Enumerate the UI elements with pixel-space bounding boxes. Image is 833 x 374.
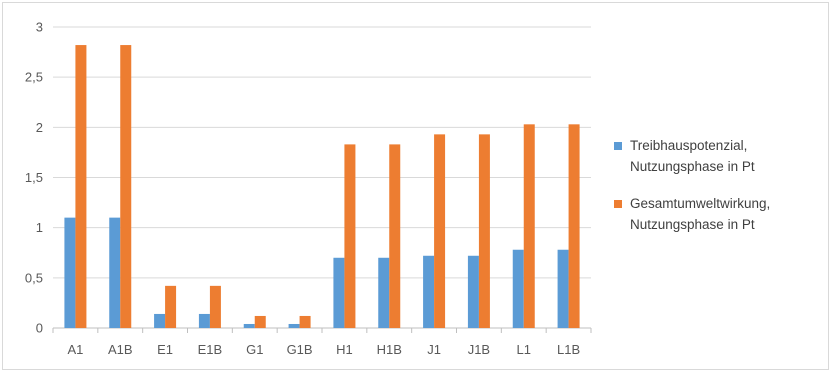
bar-treibhauspotenzial-j1b [467,255,479,328]
bar-treibhauspotenzial-g1b [288,323,300,328]
bar-treibhauspotenzial-l1b [557,249,569,328]
bar-treibhauspotenzial-h1b [378,257,390,328]
bar-gesamtumweltwirkung-j1 [434,134,446,328]
x-tick-label: L1 [517,342,531,357]
bar-gesamtumweltwirkung-e1b [209,285,221,328]
bar-treibhauspotenzial-l1 [512,249,524,328]
bar-gesamtumweltwirkung-e1 [165,285,177,328]
bar-treibhauspotenzial-a1b [109,217,121,328]
legend-label-treibhauspotenzial: Treibhauspotenzial, [630,138,747,153]
x-tick-label: G1B [287,342,313,357]
bar-treibhauspotenzial-g1 [243,323,255,328]
x-tick-label: L1B [557,342,580,357]
x-tick-label: E1B [198,342,223,357]
x-tick-label: G1 [246,342,263,357]
bar-treibhauspotenzial-e1 [154,313,166,328]
bar-gesamtumweltwirkung-g1 [254,315,266,328]
x-tick-label: E1 [157,342,173,357]
x-tick-label: H1B [377,342,402,357]
y-tick-label: 0 [36,321,43,336]
bar-treibhauspotenzial-e1b [198,313,210,328]
chart-frame [2,2,829,370]
x-tick-label: H1 [336,342,353,357]
legend-label-gesamtumweltwirkung: Gesamtumweltwirkung, [630,196,770,211]
bar-gesamtumweltwirkung-l1b [568,124,580,328]
y-tick-label: 3 [36,20,43,35]
legend-swatch-gesamtumweltwirkung [614,200,622,208]
legend-label-gesamtumweltwirkung: Nutzungsphase in Pt [630,217,755,232]
bar-gesamtumweltwirkung-a1b [120,45,132,329]
bar-gesamtumweltwirkung-g1b [299,315,311,328]
bar-gesamtumweltwirkung-j1b [478,134,490,328]
legend-swatch-treibhauspotenzial [614,142,622,150]
bar-gesamtumweltwirkung-l1 [523,124,535,328]
y-tick-label: 1,5 [25,170,43,185]
y-tick-label: 1 [36,220,43,235]
bar-gesamtumweltwirkung-h1 [344,144,356,328]
x-tick-label: J1B [468,342,490,357]
x-tick-label: A1 [67,342,83,357]
y-tick-label: 2,5 [25,70,43,85]
bar-treibhauspotenzial-h1 [333,257,345,328]
bar-gesamtumweltwirkung-a1 [75,45,87,329]
legend-label-treibhauspotenzial: Nutzungsphase in Pt [630,159,755,174]
x-tick-label: A1B [108,342,133,357]
x-tick-label: J1 [427,342,441,357]
y-tick-label: 2 [36,120,43,135]
bar-treibhauspotenzial-j1 [423,255,435,328]
y-tick-label: 0,5 [25,270,43,285]
bar-treibhauspotenzial-a1 [64,217,76,328]
bar-gesamtumweltwirkung-h1b [389,144,401,328]
